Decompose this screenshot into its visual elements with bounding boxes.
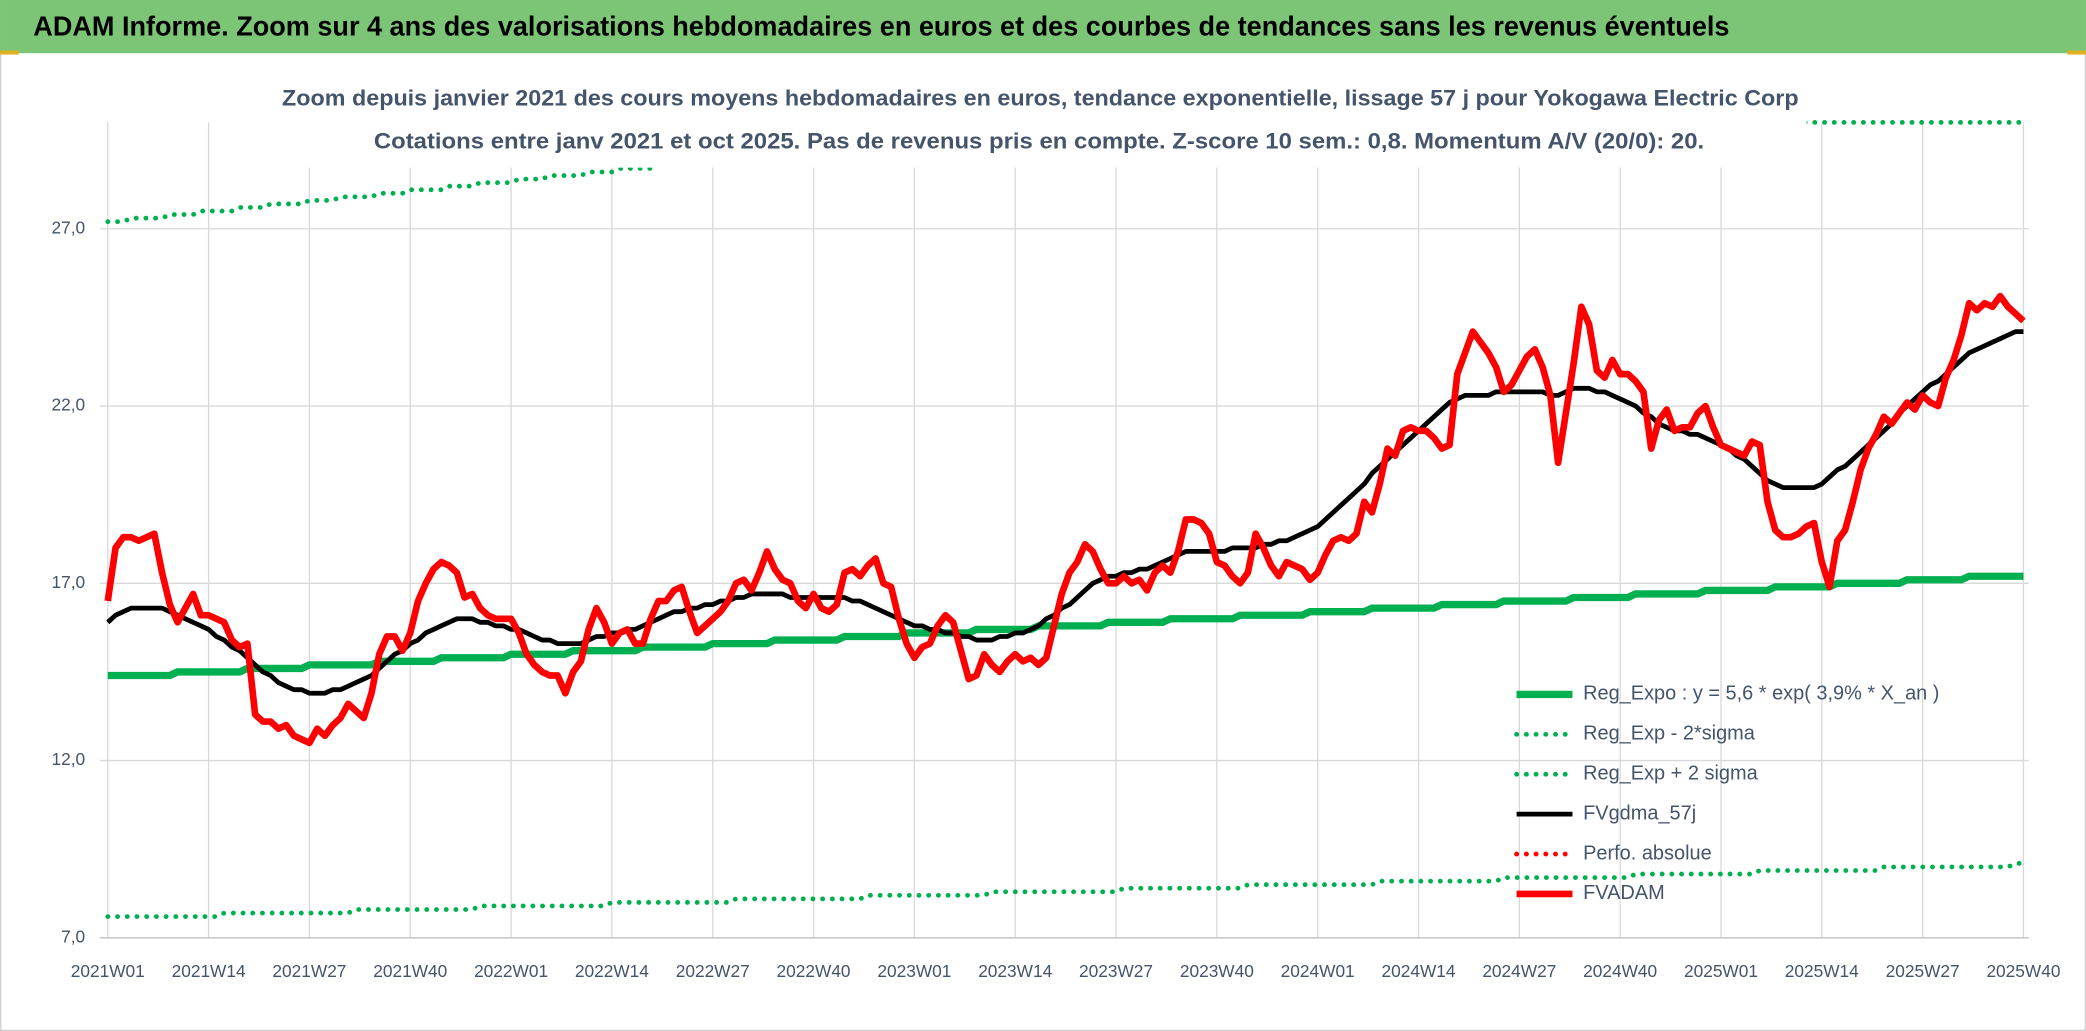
x-tick-label: 2025W01 bbox=[1684, 961, 1758, 981]
banner-accent bbox=[2067, 50, 2086, 55]
y-tick-label: 12,0 bbox=[52, 749, 86, 769]
x-tick-label: 2025W14 bbox=[1785, 961, 1859, 981]
series-line bbox=[106, 329, 2024, 696]
x-tick-label: 2021W14 bbox=[172, 961, 246, 981]
series-line bbox=[107, 572, 2024, 680]
legend-label: FVgdma_57j bbox=[1583, 802, 1696, 824]
x-tick-label: 2023W14 bbox=[978, 961, 1052, 981]
x-tick-label: 2024W27 bbox=[1482, 961, 1556, 981]
legend-label: Reg_Exp + 2 sigma bbox=[1583, 763, 1758, 785]
x-tick-label: 2023W01 bbox=[877, 961, 951, 981]
x-tick-label: 2022W40 bbox=[777, 961, 851, 981]
legend: Reg_Expo : y = 5,6 * exp( 3,9% * X_an ) R… bbox=[1514, 683, 1939, 904]
x-tick-label: 2025W40 bbox=[1986, 961, 2060, 981]
subtitle: Zoom depuis janvier 2021 des cours moyen… bbox=[282, 86, 1799, 111]
x-tick-label: 2024W01 bbox=[1281, 961, 1355, 981]
series-line bbox=[105, 861, 2026, 920]
x-tick-label: 2022W27 bbox=[676, 961, 750, 981]
legend-label: FVADAM bbox=[1583, 882, 1665, 904]
x-tick-label: 2023W27 bbox=[1079, 961, 1153, 981]
legend-label: Reg_Expo : y = 5,6 * exp( 3,9% * X_an ) bbox=[1583, 683, 1939, 705]
series-line bbox=[104, 292, 2026, 747]
y-tick-label: 22,0 bbox=[52, 395, 86, 415]
x-tick-label: 2023W40 bbox=[1180, 961, 1254, 981]
banner-title: ADAM Informe. Zoom sur 4 ans des valoris… bbox=[33, 10, 1729, 41]
y-tick-label: 7,0 bbox=[61, 926, 85, 946]
banner bbox=[0, 0, 2086, 54]
legend-label: Perfo. absolue bbox=[1583, 842, 1712, 864]
banner-accent bbox=[0, 50, 19, 55]
x-tick-label: 2022W14 bbox=[575, 961, 649, 981]
y-tick-label: 17,0 bbox=[52, 572, 86, 592]
x-tick-label: 2021W01 bbox=[71, 961, 145, 981]
legend-label: Reg_Exp - 2*sigma bbox=[1583, 723, 1756, 745]
x-tick-label: 2021W27 bbox=[272, 961, 346, 981]
x-tick-label: 2021W40 bbox=[373, 961, 447, 981]
x-tick-label: 2025W27 bbox=[1886, 961, 1960, 981]
y-tick-label: 27,0 bbox=[52, 217, 86, 237]
x-tick-label: 2024W40 bbox=[1583, 961, 1657, 981]
subtitle-box bbox=[266, 74, 1807, 168]
x-tick-label: 2022W01 bbox=[474, 961, 548, 981]
subtitle: Cotations entre janv 2021 et oct 2025. P… bbox=[374, 128, 1704, 153]
x-tick-label: 2024W14 bbox=[1382, 961, 1456, 981]
